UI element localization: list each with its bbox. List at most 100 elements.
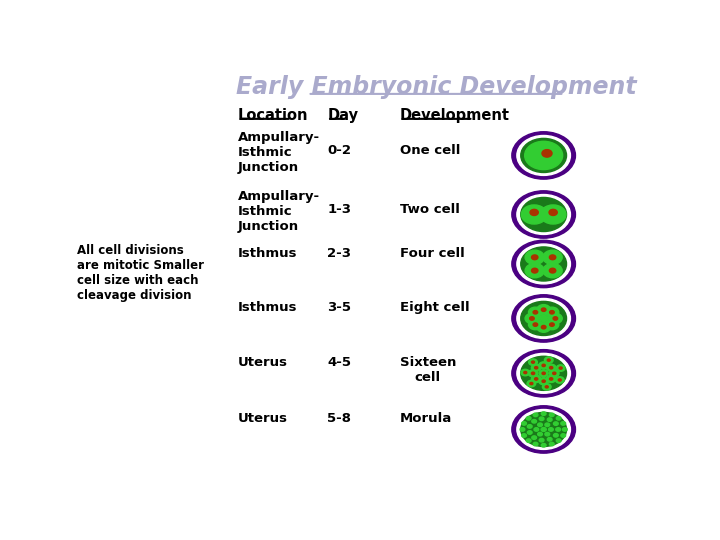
Circle shape bbox=[549, 310, 554, 314]
Text: All cell divisions
are mitotic Smaller
cell size with each
cleavage division: All cell divisions are mitotic Smaller c… bbox=[77, 244, 204, 302]
Circle shape bbox=[532, 436, 536, 440]
Circle shape bbox=[534, 413, 538, 417]
Circle shape bbox=[534, 442, 538, 446]
Text: Two cell: Two cell bbox=[400, 203, 459, 216]
Circle shape bbox=[527, 380, 536, 387]
Circle shape bbox=[549, 370, 559, 377]
Circle shape bbox=[521, 205, 547, 224]
Circle shape bbox=[549, 268, 556, 273]
Circle shape bbox=[534, 377, 538, 380]
Circle shape bbox=[522, 434, 526, 437]
Circle shape bbox=[525, 250, 544, 265]
Circle shape bbox=[523, 372, 527, 374]
Circle shape bbox=[556, 428, 561, 431]
Circle shape bbox=[517, 194, 570, 234]
Circle shape bbox=[561, 422, 566, 425]
Circle shape bbox=[549, 377, 553, 380]
Circle shape bbox=[553, 317, 558, 320]
Circle shape bbox=[533, 323, 538, 326]
Text: Morula: Morula bbox=[400, 412, 452, 425]
Circle shape bbox=[549, 442, 554, 446]
Circle shape bbox=[517, 136, 570, 176]
Text: One cell: One cell bbox=[400, 144, 460, 157]
Text: 5-8: 5-8 bbox=[327, 412, 351, 425]
Circle shape bbox=[539, 362, 549, 369]
Circle shape bbox=[521, 301, 567, 335]
Circle shape bbox=[557, 439, 561, 442]
Text: Four cell: Four cell bbox=[400, 246, 464, 260]
Text: Development: Development bbox=[400, 109, 510, 124]
Circle shape bbox=[528, 370, 538, 377]
Circle shape bbox=[537, 305, 551, 315]
Circle shape bbox=[555, 377, 564, 383]
Circle shape bbox=[559, 367, 562, 369]
Circle shape bbox=[531, 361, 534, 363]
Circle shape bbox=[554, 422, 558, 426]
Circle shape bbox=[561, 434, 566, 437]
Text: 0-2: 0-2 bbox=[327, 144, 351, 157]
Circle shape bbox=[517, 244, 570, 284]
Circle shape bbox=[545, 307, 559, 318]
Circle shape bbox=[549, 210, 557, 215]
Circle shape bbox=[543, 250, 562, 265]
Text: 1-3: 1-3 bbox=[327, 203, 351, 216]
Circle shape bbox=[537, 322, 551, 332]
Circle shape bbox=[541, 412, 546, 415]
Circle shape bbox=[542, 364, 545, 367]
Circle shape bbox=[545, 423, 549, 427]
Circle shape bbox=[512, 349, 575, 397]
Circle shape bbox=[512, 406, 575, 453]
Circle shape bbox=[545, 320, 559, 330]
Circle shape bbox=[542, 372, 545, 375]
Circle shape bbox=[522, 422, 526, 425]
Circle shape bbox=[520, 428, 525, 431]
Text: Sixteen
cell: Sixteen cell bbox=[400, 356, 456, 384]
Circle shape bbox=[549, 323, 554, 326]
Circle shape bbox=[542, 380, 545, 382]
Circle shape bbox=[521, 369, 530, 376]
Circle shape bbox=[541, 428, 546, 431]
Circle shape bbox=[531, 268, 538, 273]
Circle shape bbox=[554, 434, 558, 437]
Circle shape bbox=[527, 431, 532, 434]
Circle shape bbox=[531, 255, 538, 260]
Text: Uterus: Uterus bbox=[238, 412, 288, 425]
Circle shape bbox=[528, 307, 542, 318]
Circle shape bbox=[525, 141, 562, 170]
Circle shape bbox=[530, 382, 533, 384]
Circle shape bbox=[547, 437, 552, 441]
Circle shape bbox=[531, 364, 541, 372]
Circle shape bbox=[512, 132, 575, 179]
Circle shape bbox=[538, 423, 542, 427]
Circle shape bbox=[517, 299, 570, 339]
Circle shape bbox=[531, 375, 541, 382]
Circle shape bbox=[557, 416, 561, 420]
Circle shape bbox=[527, 424, 532, 428]
Circle shape bbox=[539, 370, 548, 377]
Circle shape bbox=[549, 413, 554, 417]
Circle shape bbox=[545, 386, 548, 388]
Circle shape bbox=[538, 433, 542, 436]
Text: Early Embryonic Development: Early Embryonic Development bbox=[235, 75, 636, 99]
Text: 4-5: 4-5 bbox=[327, 356, 351, 369]
Circle shape bbox=[533, 310, 538, 314]
Circle shape bbox=[526, 439, 531, 442]
Circle shape bbox=[557, 365, 565, 372]
Circle shape bbox=[539, 377, 549, 385]
Text: Ampullary-
Isthmic
Junction: Ampullary- Isthmic Junction bbox=[238, 131, 320, 174]
Text: Isthmus: Isthmus bbox=[238, 246, 297, 260]
Circle shape bbox=[528, 359, 537, 366]
Circle shape bbox=[540, 205, 566, 224]
Circle shape bbox=[549, 255, 556, 260]
Circle shape bbox=[528, 320, 542, 330]
Circle shape bbox=[532, 420, 536, 423]
Circle shape bbox=[549, 313, 562, 323]
Circle shape bbox=[549, 428, 553, 431]
Circle shape bbox=[521, 356, 567, 390]
Circle shape bbox=[539, 417, 544, 421]
Text: Eight cell: Eight cell bbox=[400, 301, 469, 314]
Circle shape bbox=[541, 308, 546, 312]
Circle shape bbox=[545, 433, 549, 436]
Circle shape bbox=[546, 364, 556, 372]
Circle shape bbox=[562, 428, 567, 431]
